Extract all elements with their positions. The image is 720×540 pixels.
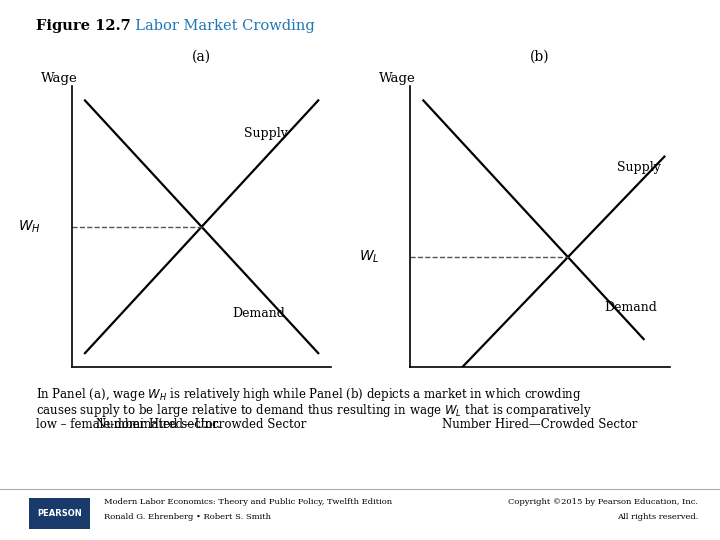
Text: Number Hired—Crowded Sector: Number Hired—Crowded Sector [442,418,638,431]
Text: Number Hired—Uncrowded Sector: Number Hired—Uncrowded Sector [96,418,307,431]
Text: Modern Labor Economics: Theory and Public Policy, Twelfth Edition: Modern Labor Economics: Theory and Publi… [104,498,392,506]
Text: Supply: Supply [616,160,660,174]
Text: PEARSON: PEARSON [37,509,82,518]
Text: All rights reserved.: All rights reserved. [617,514,698,521]
Text: (a): (a) [192,50,211,64]
Text: Demand: Demand [232,307,285,320]
Text: $W_L$: $W_L$ [359,248,379,265]
Text: Supply: Supply [245,127,288,140]
Text: Labor Market Crowding: Labor Market Crowding [126,19,315,33]
Text: In Panel (a), wage $W_H$ is relatively high while Panel (b) depicts a market in : In Panel (a), wage $W_H$ is relatively h… [36,386,582,403]
Text: Demand: Demand [604,301,657,314]
Text: (b): (b) [530,50,550,64]
Text: Ronald G. Ehrenberg • Robert S. Smith: Ronald G. Ehrenberg • Robert S. Smith [104,514,271,521]
Text: low – female-dominated sector.: low – female-dominated sector. [36,418,221,431]
Text: Figure 12.7: Figure 12.7 [36,19,131,33]
Text: Wage: Wage [379,72,416,85]
Text: Copyright ©2015 by Pearson Education, Inc.: Copyright ©2015 by Pearson Education, In… [508,498,698,506]
Text: causes supply to be large relative to demand thus resulting in wage $W_L$ that i: causes supply to be large relative to de… [36,402,593,419]
Text: Wage: Wage [41,72,78,85]
Text: $W_H$: $W_H$ [18,219,41,235]
